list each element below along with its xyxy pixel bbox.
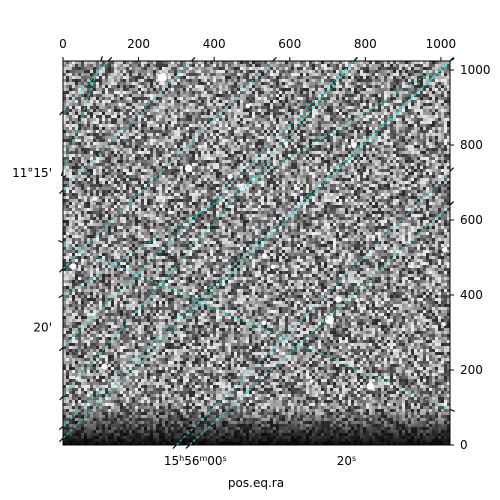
right-tick-label: 400 <box>460 288 483 302</box>
grid-line <box>63 61 450 296</box>
image-panel <box>63 61 450 445</box>
star <box>184 164 193 172</box>
star <box>270 264 276 270</box>
dec-grid-line <box>63 61 355 348</box>
dec-grid-line <box>63 61 274 270</box>
star <box>441 247 448 253</box>
dec-grid-line <box>189 204 450 445</box>
plot-frame <box>62 60 451 446</box>
right-tick-label: 600 <box>460 213 483 227</box>
edge-tick <box>272 57 277 62</box>
star <box>101 363 108 370</box>
edge-tick <box>449 167 454 172</box>
edge-tick <box>100 56 103 62</box>
edge-tick <box>59 189 64 194</box>
star <box>227 173 233 180</box>
dec-grid-line <box>63 61 450 427</box>
star <box>63 170 66 177</box>
ra-axis: 15h56m00s 20s <box>164 454 356 468</box>
edge-tick <box>59 110 64 116</box>
dec-grid-line <box>63 61 192 191</box>
edge-tick <box>60 171 64 177</box>
edge-tick <box>185 444 191 449</box>
edge-tick <box>172 444 177 449</box>
star <box>283 141 289 146</box>
top-tick-label: 1000 <box>426 37 457 51</box>
star <box>442 322 446 327</box>
bottom-dark-band <box>63 405 450 445</box>
ra-grid-line <box>176 170 450 445</box>
top-tick-label: 800 <box>354 37 377 51</box>
star <box>159 204 164 208</box>
star <box>245 103 251 109</box>
ra-grid-line <box>63 61 102 172</box>
edge-tick <box>449 201 455 206</box>
top-pixel-axis: 0 200 400 600 800 1000 <box>59 37 456 61</box>
top-tick-label: 200 <box>127 37 150 51</box>
edge-tick <box>59 437 64 443</box>
grid-line <box>63 61 450 439</box>
top-tick-label: 0 <box>59 37 67 51</box>
edge-tick <box>191 57 196 62</box>
star <box>261 320 267 326</box>
edge-tick <box>353 57 358 62</box>
ra-grid-line <box>63 242 450 410</box>
dec-grid-line <box>63 61 109 112</box>
top-tick-label: 400 <box>203 37 226 51</box>
right-tick-label: 0 <box>460 438 468 452</box>
star <box>70 263 77 270</box>
x-axis-label: pos.eq.ra <box>228 476 284 490</box>
star <box>309 379 314 384</box>
edge-tick <box>58 425 64 431</box>
dec-tick-label: 20' <box>33 321 52 335</box>
edge-tick <box>449 57 455 62</box>
right-tick-label: 1000 <box>460 63 491 77</box>
ra-tick-label: 15h56m00s <box>164 454 227 468</box>
right-tick-label: 800 <box>460 138 483 152</box>
ra-tick-label: 20s <box>337 454 356 468</box>
ra-grid-line <box>63 61 355 397</box>
stars <box>63 72 448 390</box>
star <box>157 72 167 83</box>
image-noise <box>63 61 450 445</box>
right-pixel-axis: 0 200 400 600 800 1000 <box>450 63 491 452</box>
world-edge-ticks <box>58 56 455 449</box>
right-tick-label: 200 <box>460 363 483 377</box>
star <box>261 252 268 259</box>
edge-tick <box>58 239 64 244</box>
edge-tick <box>59 395 64 401</box>
star <box>324 315 334 325</box>
top-tick-label: 600 <box>278 37 301 51</box>
star <box>366 382 374 390</box>
edge-tick <box>59 347 64 352</box>
coordinate-grid <box>63 61 450 445</box>
star <box>92 196 98 201</box>
star <box>355 298 359 303</box>
star <box>351 142 357 149</box>
edge-tick <box>58 294 64 299</box>
edge-tick <box>59 268 64 273</box>
dec-axis: 11°15' 20' <box>12 166 52 335</box>
star <box>335 296 342 303</box>
dec-tick-label: 11°15' <box>12 166 52 180</box>
star <box>118 102 122 107</box>
edge-tick <box>107 56 113 62</box>
edge-tick <box>449 408 455 412</box>
